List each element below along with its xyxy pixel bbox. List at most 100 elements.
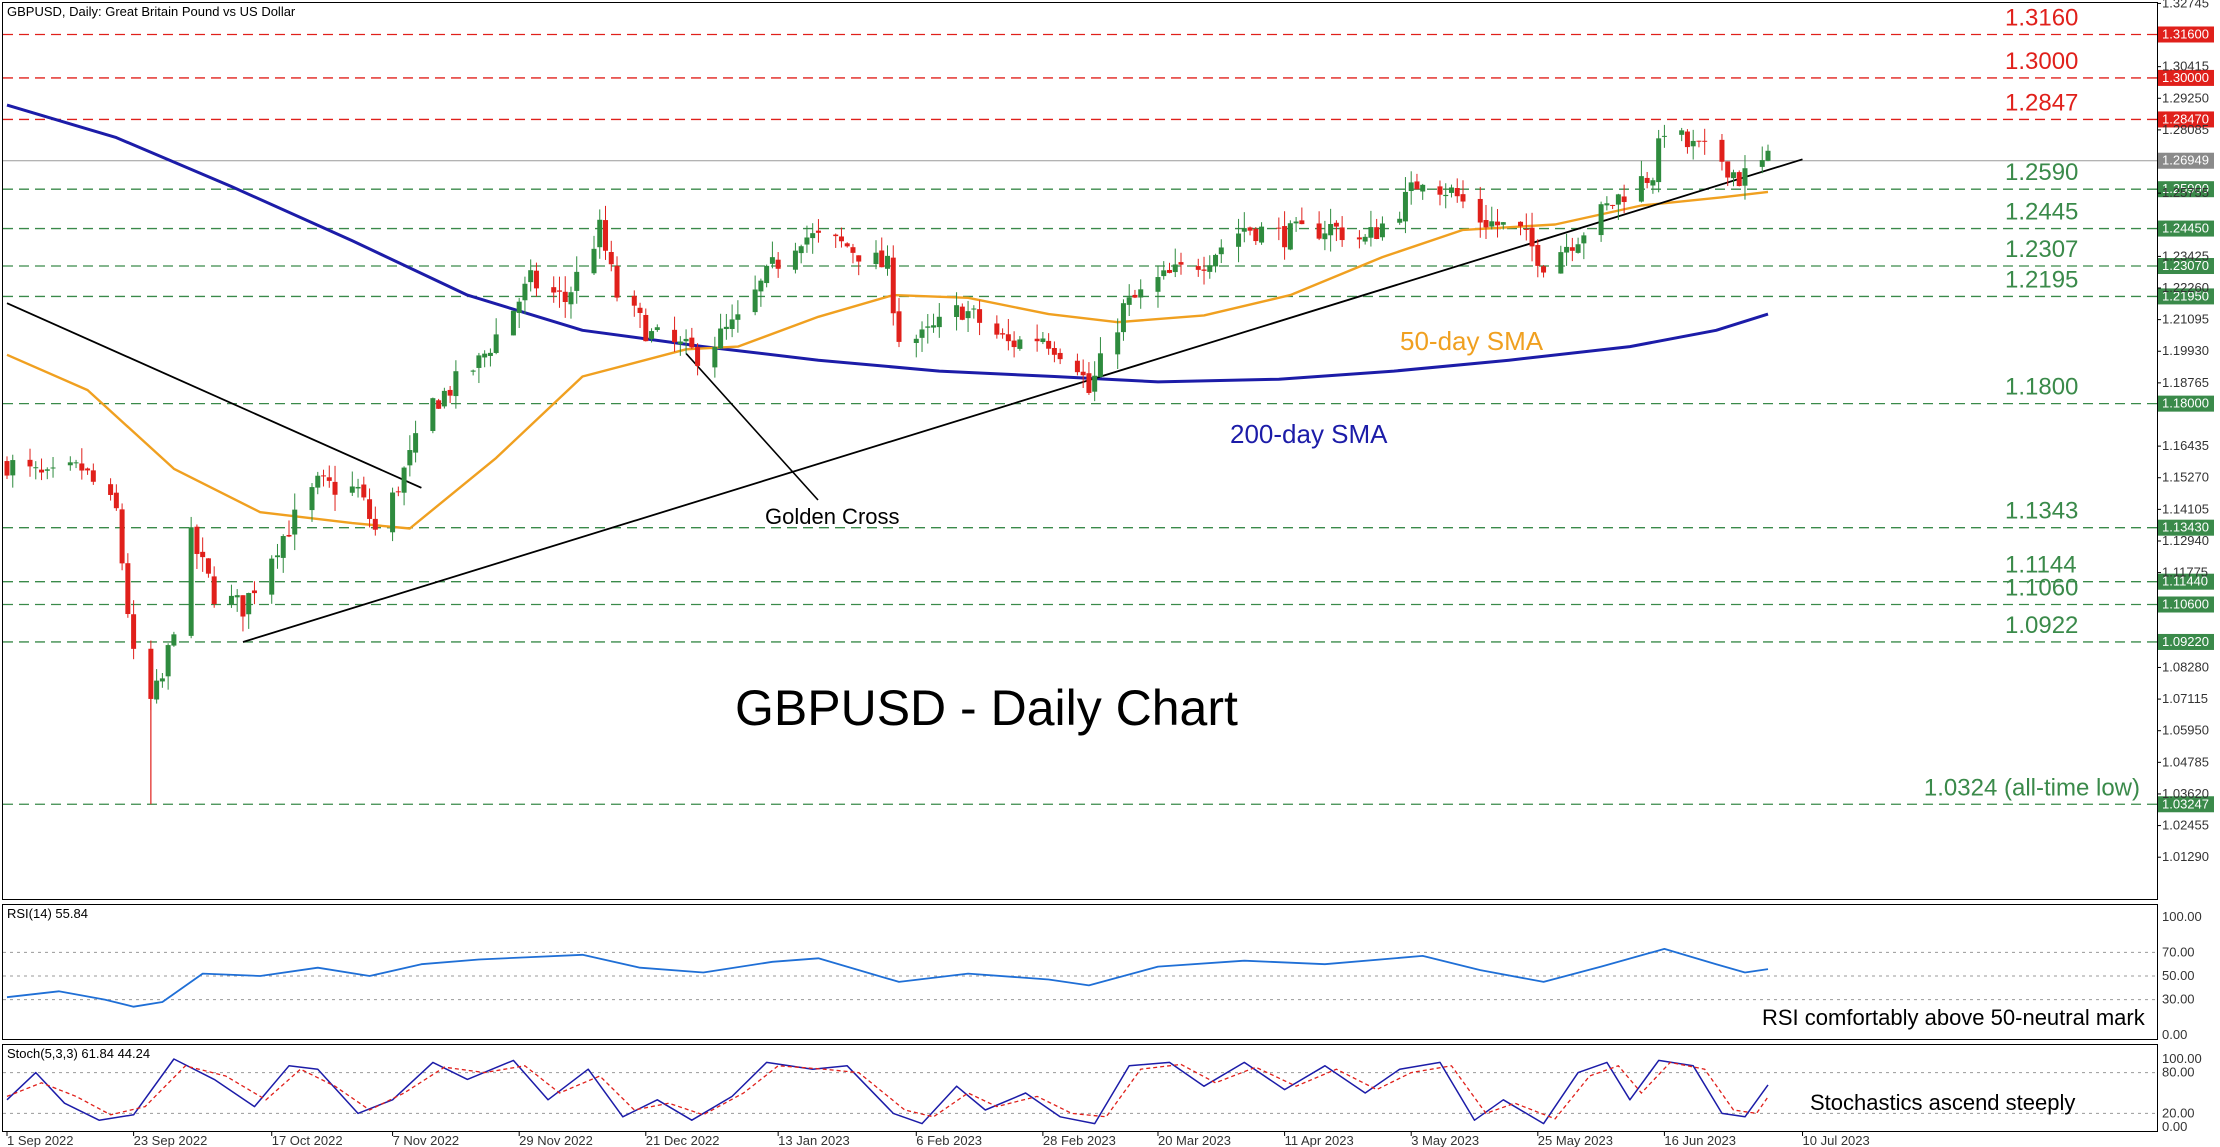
candle-body <box>1276 227 1282 229</box>
rsi-tick-label: 70.00 <box>2162 944 2195 959</box>
candle-body <box>695 346 701 366</box>
candle-body <box>171 634 177 646</box>
level-axis-tag <box>2158 111 2214 128</box>
candle-body <box>522 283 528 301</box>
candle-body <box>246 593 252 615</box>
trendline-ascending <box>242 158 1803 643</box>
candle-body <box>810 233 816 239</box>
candle-body <box>1495 221 1501 226</box>
rsi-tick-label: 100.00 <box>2162 909 2202 924</box>
candle-body <box>769 257 775 264</box>
candle-body <box>1339 227 1345 241</box>
candle-body <box>603 220 609 251</box>
candle-body <box>372 518 378 530</box>
level-label: 1.1343 <box>2005 498 2078 525</box>
candle-body <box>315 475 321 488</box>
current-price-value: 1.26949 <box>2162 153 2209 168</box>
candle-body <box>954 305 960 317</box>
candle-body <box>1615 194 1621 205</box>
candle-body <box>361 484 367 498</box>
candle-body <box>1057 352 1063 360</box>
candle-body <box>1155 277 1161 292</box>
candle-body <box>280 536 286 558</box>
candle-body <box>815 230 821 233</box>
level-axis-tag <box>2158 573 2214 590</box>
candle-body <box>194 526 200 554</box>
trendlines <box>6 158 1803 643</box>
candle-body <box>27 459 33 467</box>
rsi-tick-label: 50.00 <box>2162 968 2195 983</box>
level-label: 1.2195 <box>2005 266 2078 293</box>
candle-body <box>931 325 937 328</box>
level-label: 1.1060 <box>2005 574 2078 601</box>
candle-body <box>1696 140 1702 142</box>
price-tick-label: 1.11775 <box>2162 565 2208 580</box>
candle-body <box>1397 218 1403 223</box>
price-tick-label: 1.15270 <box>2162 470 2209 485</box>
date-tick-label: 16 Jun 2023 <box>1664 1133 1736 1147</box>
moving-averages <box>6 103 1769 530</box>
level-axis-value: 1.09220 <box>2162 634 2209 649</box>
level-axis-tag <box>2158 220 2214 237</box>
date-tick-label: 10 Jul 2023 <box>1803 1133 1870 1147</box>
candle-body <box>1322 233 1328 240</box>
candle-body <box>1040 338 1046 343</box>
candle-body <box>1236 233 1242 247</box>
candle-body <box>1218 247 1224 255</box>
candle-body <box>487 352 493 356</box>
candle-body <box>1017 339 1023 349</box>
candle-body <box>50 467 56 469</box>
candle-body <box>729 319 735 329</box>
candle-body <box>896 311 902 342</box>
price-tick-label: 1.02455 <box>2162 818 2209 833</box>
candle-body <box>591 248 597 274</box>
candle-body <box>1523 228 1529 230</box>
candle-body <box>321 475 327 477</box>
candle-body <box>1730 172 1736 179</box>
candle-body <box>205 558 211 574</box>
candle-body <box>349 486 355 493</box>
candle-body <box>1115 332 1121 355</box>
date-tick-label: 1 Sep 2022 <box>7 1133 74 1147</box>
price-tick-label: 1.07115 <box>2162 691 2208 706</box>
candle-body <box>844 243 850 247</box>
level-label: 1.3000 <box>2005 48 2078 75</box>
date-tick-label: 17 Oct 2022 <box>272 1133 343 1147</box>
candle-body <box>516 301 522 313</box>
candle-body <box>1034 338 1040 342</box>
candle-body <box>1408 182 1414 192</box>
candle-body <box>798 246 804 254</box>
level-axis-value: 1.30000 <box>2162 70 2209 85</box>
candle-body <box>850 247 856 253</box>
stoch-header: Stoch(5,3,3) 61.84 44.24 <box>7 1046 150 1061</box>
candle-body <box>482 353 488 358</box>
candle-body <box>1656 138 1662 183</box>
candle-body <box>643 314 649 342</box>
chart-header: GBPUSD, Daily: Great Britain Pound vs US… <box>7 4 296 19</box>
level-axis-value: 1.31600 <box>2162 26 2209 41</box>
candle-body <box>1299 220 1305 225</box>
candle-body <box>608 252 614 265</box>
candle-body <box>119 509 125 564</box>
candle-body <box>1638 176 1644 202</box>
candle-body <box>925 326 931 328</box>
candle-body <box>856 255 862 262</box>
trendline-descending <box>6 302 422 489</box>
level-axis-tag <box>2158 69 2214 86</box>
candle-body <box>551 287 557 293</box>
candle-body <box>1420 184 1426 192</box>
date-tick-label: 20 Mar 2023 <box>1158 1133 1231 1147</box>
candle-body <box>1253 228 1259 242</box>
candle-body <box>1535 245 1541 266</box>
candle-body <box>1241 228 1247 232</box>
level-label: 1.1800 <box>2005 374 2078 401</box>
candle-body <box>1005 334 1011 342</box>
candle-body <box>1213 254 1219 267</box>
candle-body <box>447 389 453 396</box>
main-pane-frame <box>2 2 2158 900</box>
stoch-tick-label: 100.00 <box>2162 1051 2202 1066</box>
date-tick-label: 13 Jan 2023 <box>778 1133 850 1147</box>
candle-body <box>919 329 925 338</box>
candle-body <box>1437 186 1443 195</box>
